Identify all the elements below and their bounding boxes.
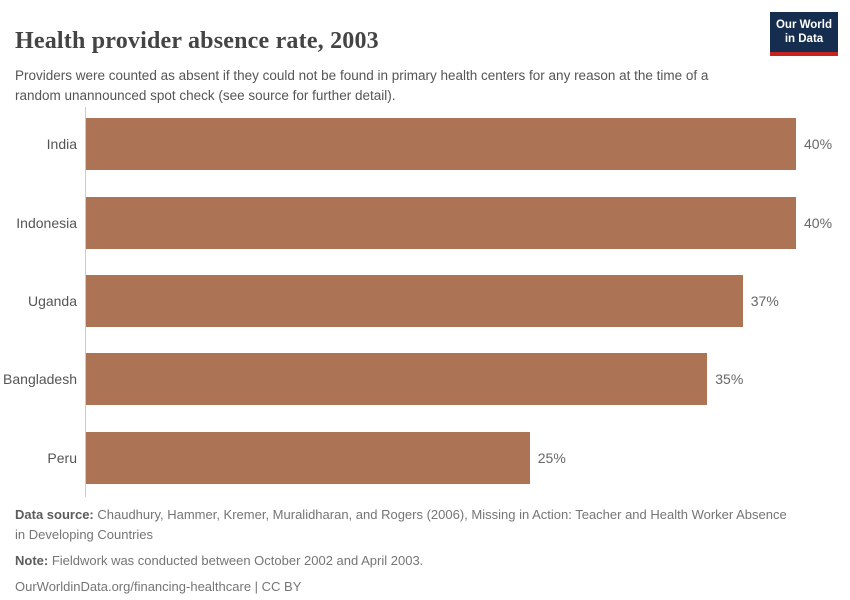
category-label: Bangladesh <box>3 371 77 388</box>
owid-logo-line2: in Data <box>784 33 824 46</box>
bar-track: 40% <box>86 196 832 249</box>
value-label: 35% <box>715 371 744 388</box>
bar[interactable] <box>86 431 530 484</box>
y-axis-line <box>85 107 86 497</box>
value-label: 40% <box>804 214 833 231</box>
bar-row: Indonesia 40% <box>0 183 850 261</box>
chart-title: Health provider absence rate, 2003 <box>15 28 379 55</box>
value-label: 40% <box>804 136 833 153</box>
note-line: Note: Fieldwork was conducted between Oc… <box>15 551 795 571</box>
chart-area: India 40% Indonesia 40% Uganda 37% Bangladesh 3… <box>0 105 850 497</box>
owid-logo[interactable]: Our World in Data <box>770 12 838 56</box>
bar-track: 37% <box>86 275 796 328</box>
category-label: India <box>46 136 77 153</box>
chart-subtitle: Providers were counted as absent if they… <box>15 67 709 104</box>
bar[interactable] <box>86 196 796 249</box>
attribution-line: OurWorldinData.org/financing-healthcare … <box>15 577 795 597</box>
bar-track: 40% <box>86 118 832 171</box>
chart-rows: India 40% Indonesia 40% Uganda 37% Bangladesh 3… <box>0 105 850 497</box>
category-label: Peru <box>47 449 77 466</box>
note-text: Fieldwork was conducted between October … <box>48 553 424 569</box>
bar-track: 25% <box>86 431 796 484</box>
bar-row: Bangladesh 35% <box>0 340 850 418</box>
data-source-label: Data source: <box>15 507 94 522</box>
bar-row: Peru 25% <box>0 419 850 497</box>
data-source-line: Data source: Chaudhury, Hammer, Kremer, … <box>15 505 795 545</box>
bar[interactable] <box>86 275 743 328</box>
owid-logo-line1: Our World <box>775 19 832 31</box>
owid-url-link[interactable]: OurWorldinData.org/financing-healthcare … <box>15 579 302 595</box>
bar-row: India 40% <box>0 105 850 183</box>
value-label: 37% <box>750 293 779 310</box>
bar[interactable] <box>86 353 708 406</box>
note-label: Note: <box>15 553 49 569</box>
category-label: Indonesia <box>16 214 77 231</box>
bar-row: Uganda 37% <box>0 262 850 340</box>
value-label: 25% <box>537 449 566 466</box>
bar[interactable] <box>86 118 796 171</box>
bar-track: 35% <box>86 353 796 406</box>
chart-footer: Data source: Chaudhury, Hammer, Kremer, … <box>15 505 795 600</box>
data-source-text: Chaudhury, Hammer, Kremer, Muralidharan,… <box>15 507 787 543</box>
category-label: Uganda <box>27 293 77 310</box>
